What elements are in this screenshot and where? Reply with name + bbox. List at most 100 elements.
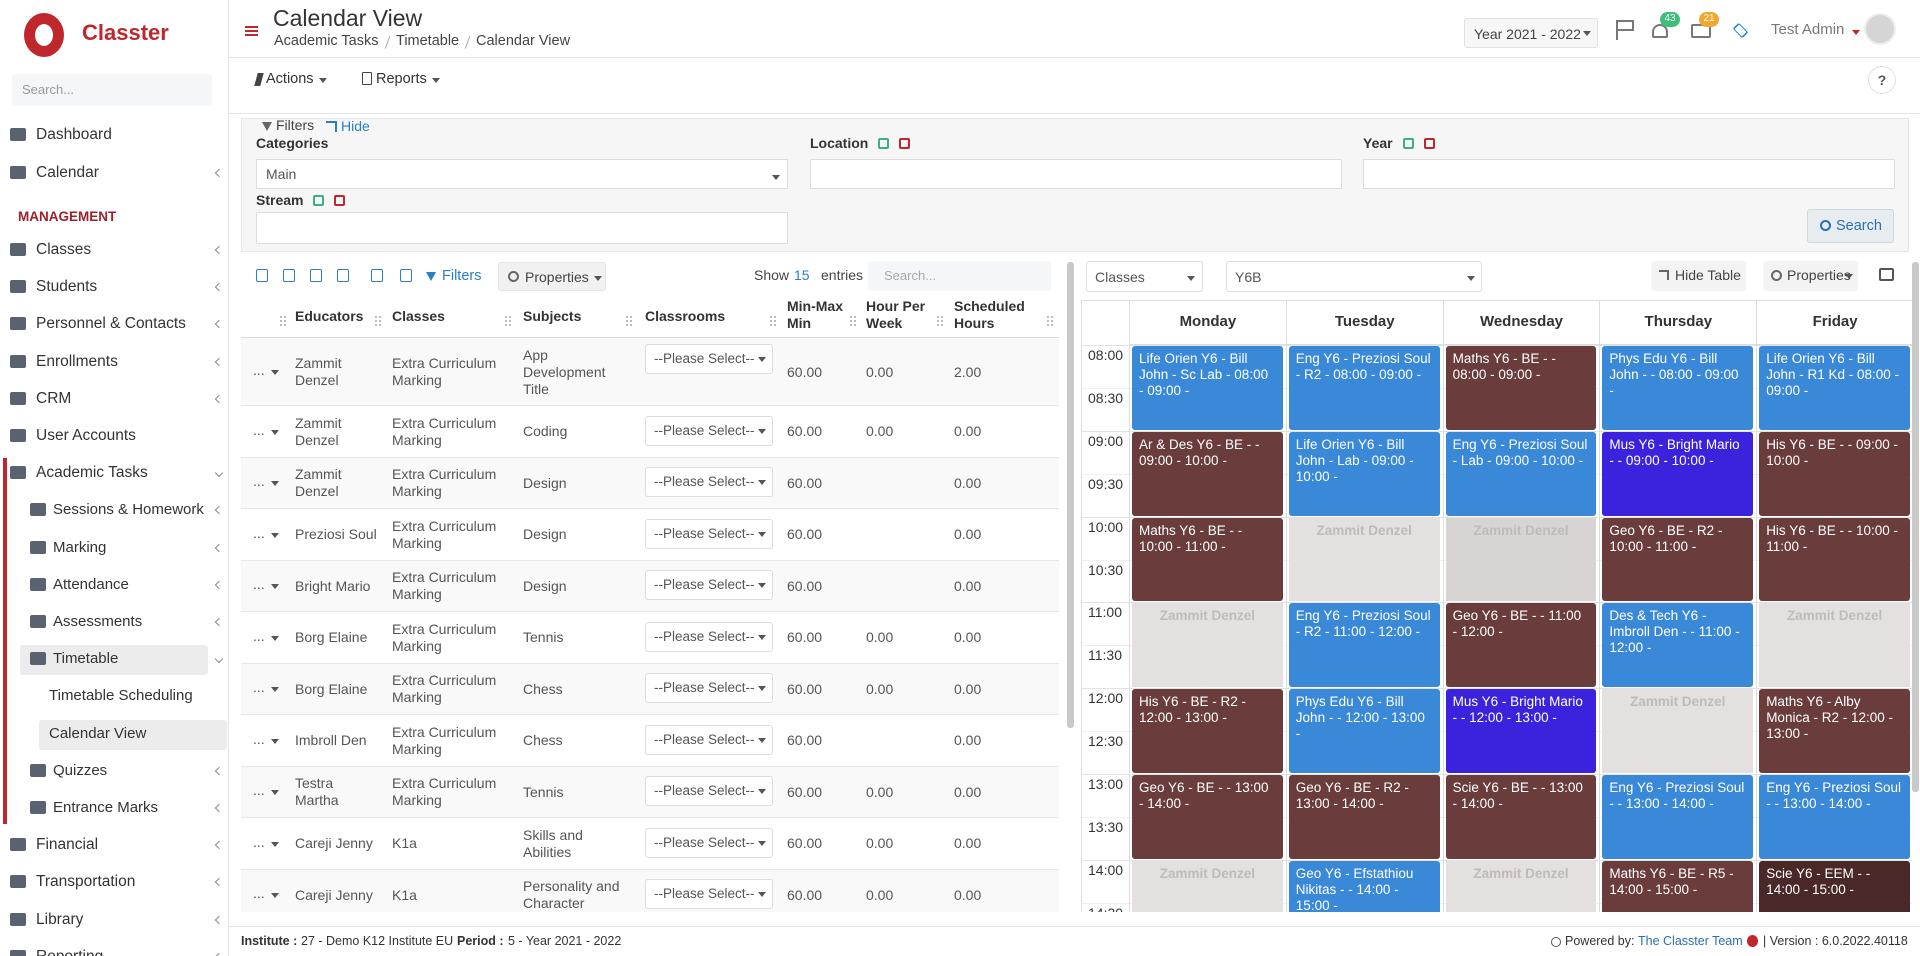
breadcrumb-item[interactable]: Calendar View bbox=[476, 33, 571, 49]
menu-item[interactable]: Assessments bbox=[53, 613, 143, 630]
calendar-event[interactable]: Mus Y6 - Bright Mario - - 09:00 - 10:00 … bbox=[1602, 431, 1754, 516]
table-tool-icon[interactable] bbox=[256, 269, 268, 282]
classroom-select[interactable]: --Please Select-- bbox=[645, 415, 773, 446]
hide-table-button[interactable]: Hide Table bbox=[1651, 261, 1746, 291]
menu-item[interactable]: Personnel & Contacts bbox=[36, 315, 186, 333]
calendar-event[interactable]: Maths Y6 - Alby Monica - R2 - 12:00 - 13… bbox=[1759, 689, 1910, 773]
clear-toggle[interactable] bbox=[334, 195, 345, 206]
clear-toggle[interactable] bbox=[1424, 138, 1435, 149]
calendar-event[interactable]: Mus Y6 - Bright Mario - - 12:00 - 13:00 … bbox=[1445, 689, 1597, 773]
calendar-event[interactable]: His Y6 - BE - - 10:00 - 11:00 - bbox=[1759, 517, 1910, 602]
calendar-event[interactable]: Geo Y6 - BE - R2 - 13:00 - 14:00 - bbox=[1288, 775, 1440, 859]
calendar-event[interactable]: Phys Edu Y6 - Bill John - - 08:00 - 09:0… bbox=[1602, 346, 1754, 430]
classroom-select[interactable]: --Please Select-- bbox=[645, 518, 773, 549]
row-action[interactable]: ... bbox=[253, 362, 279, 378]
row-action[interactable]: ... bbox=[253, 628, 279, 644]
menu-item[interactable]: Dashboard bbox=[36, 126, 112, 143]
calendar-event[interactable]: Scie Y6 - BE - - 13:00 - 14:00 - bbox=[1445, 775, 1597, 859]
calendar-event[interactable]: Life Orien Y6 - Bill John - R1 Kd - 08:0… bbox=[1759, 346, 1910, 430]
calendar-event[interactable]: Maths Y6 - BE - - 10:00 - 11:00 - bbox=[1132, 517, 1283, 602]
select-all-toggle[interactable] bbox=[1403, 138, 1414, 149]
location-input[interactable] bbox=[810, 159, 1342, 189]
menu-item[interactable]: Financial bbox=[36, 836, 99, 854]
row-action[interactable]: ... bbox=[253, 422, 279, 438]
classroom-select[interactable]: --Please Select-- bbox=[645, 344, 773, 374]
classroom-select[interactable]: --Please Select-- bbox=[645, 673, 773, 704]
print-button[interactable] bbox=[1879, 268, 1894, 281]
actions-button[interactable]: Actions bbox=[266, 71, 327, 87]
row-action[interactable]: ... bbox=[253, 782, 279, 798]
menu-item[interactable]: Entrance Marks bbox=[53, 799, 159, 816]
calendar-event[interactable]: Geo Y6 - BE - - 11:00 - 12:00 - bbox=[1445, 603, 1597, 688]
table-tool-icon[interactable] bbox=[337, 269, 349, 282]
calendar-properties[interactable]: Properties bbox=[1763, 261, 1858, 291]
year-input[interactable] bbox=[1363, 159, 1895, 189]
calendar-event[interactable]: Geo Y6 - BE - - 13:00 - 14:00 - bbox=[1132, 775, 1283, 859]
menu-item[interactable]: Academic Tasks bbox=[36, 464, 148, 482]
column-header[interactable]: Scheduled Hours bbox=[954, 298, 1025, 331]
calendar-event[interactable]: Scie Y6 - EEM - - 14:00 - 15:00 - bbox=[1759, 860, 1910, 912]
calendar-group-select[interactable]: Classes bbox=[1086, 261, 1203, 292]
row-action[interactable]: ... bbox=[253, 731, 279, 747]
menu-item[interactable]: Reporting bbox=[36, 948, 103, 956]
stream-input[interactable] bbox=[256, 212, 788, 244]
calendar-event[interactable]: Geo Y6 - BE - R2 - 10:00 - 11:00 - bbox=[1602, 517, 1754, 602]
calendar-event[interactable]: Eng Y6 - Preziosi Soul - Lab - 09:00 - 1… bbox=[1445, 431, 1597, 516]
row-action[interactable]: ... bbox=[253, 885, 279, 901]
table-filters[interactable]: Filters bbox=[442, 268, 482, 284]
menu-item[interactable]: Library bbox=[36, 910, 84, 928]
calendar-event[interactable]: Geo Y6 - Efstathiou Nikitas - - 14:00 - … bbox=[1288, 860, 1440, 912]
menu-item[interactable]: Calendar bbox=[36, 164, 99, 181]
breadcrumb-item[interactable]: Timetable bbox=[396, 33, 460, 49]
footer-link[interactable]: The Classter Team bbox=[1638, 934, 1743, 948]
hide-link[interactable]: Hide bbox=[341, 118, 370, 134]
select-all-toggle[interactable] bbox=[878, 138, 889, 149]
column-header[interactable]: Educators bbox=[295, 308, 364, 324]
menu-item[interactable]: Classes bbox=[36, 241, 92, 258]
table-tool-icon[interactable] bbox=[371, 269, 383, 282]
table-tool-icon[interactable] bbox=[283, 269, 295, 282]
year-select[interactable]: Year 2021 - 2022 bbox=[1464, 18, 1598, 48]
calendar-event[interactable]: Maths Y6 - BE - - 08:00 - 09:00 - bbox=[1445, 346, 1597, 430]
classroom-select[interactable]: --Please Select-- bbox=[645, 467, 773, 498]
menu-item[interactable]: User Accounts bbox=[36, 427, 136, 444]
menu-item[interactable]: Enrollments bbox=[36, 352, 118, 370]
menu-item[interactable]: Transportation bbox=[36, 873, 136, 891]
row-action[interactable]: ... bbox=[253, 525, 279, 541]
calendar-class-select[interactable]: Y6B bbox=[1226, 261, 1482, 292]
notifications-badge[interactable]: 43 bbox=[1660, 12, 1680, 27]
categories-select[interactable]: Main bbox=[256, 159, 788, 189]
row-action[interactable]: ... bbox=[253, 576, 279, 592]
classroom-select[interactable]: --Please Select-- bbox=[645, 776, 773, 807]
calendar-event[interactable]: Ar & Des Y6 - BE - - 09:00 - 10:00 - bbox=[1132, 431, 1283, 516]
sidebar-search[interactable]: Search... bbox=[12, 74, 212, 106]
row-action[interactable]: ... bbox=[253, 834, 279, 850]
classroom-select[interactable]: --Please Select-- bbox=[645, 724, 773, 755]
menu-item[interactable]: CRM bbox=[36, 389, 72, 407]
calendar-event[interactable]: Life Orien Y6 - Bill John - Lab - 09:00 … bbox=[1288, 431, 1440, 516]
table-tool-icon[interactable] bbox=[400, 269, 412, 282]
calendar-event[interactable]: His Y6 - BE - R2 - 12:00 - 13:00 - bbox=[1132, 689, 1283, 773]
table-search[interactable]: Search... bbox=[868, 261, 1051, 291]
breadcrumb-item[interactable]: Academic Tasks bbox=[274, 33, 379, 49]
table-tool-icon[interactable] bbox=[310, 269, 322, 282]
calendar-event[interactable]: Phys Edu Y6 - Bill John - - 12:00 - 13:0… bbox=[1288, 689, 1440, 773]
menu-item[interactable]: Timetable bbox=[53, 650, 119, 668]
calendar-event[interactable]: Eng Y6 - Preziosi Soul - R2 - 08:00 - 09… bbox=[1288, 346, 1440, 430]
reports-button[interactable]: Reports bbox=[376, 71, 440, 87]
calendar-event[interactable]: Eng Y6 - Preziosi Soul - - 13:00 - 14:00… bbox=[1759, 775, 1910, 859]
table-properties[interactable]: Properties bbox=[498, 262, 606, 291]
menu-item[interactable]: Quizzes bbox=[53, 761, 108, 779]
column-header[interactable]: Classes bbox=[392, 308, 445, 324]
calendar-event[interactable]: Maths Y6 - BE - R5 - 14:00 - 15:00 - bbox=[1602, 860, 1754, 912]
user-name[interactable]: Test Admin bbox=[1771, 21, 1845, 38]
avatar[interactable] bbox=[1864, 13, 1896, 45]
calendar-event[interactable]: Eng Y6 - Preziosi Soul - - 13:00 - 14:00… bbox=[1602, 775, 1754, 859]
menu-item[interactable]: Marking bbox=[53, 538, 107, 556]
menu-item[interactable]: Calendar View bbox=[49, 724, 147, 742]
calendar-event[interactable]: Eng Y6 - Preziosi Soul - R2 - 11:00 - 12… bbox=[1288, 603, 1440, 688]
classroom-select[interactable]: --Please Select-- bbox=[645, 879, 773, 910]
select-all-toggle[interactable] bbox=[313, 195, 324, 206]
row-action[interactable]: ... bbox=[253, 473, 279, 489]
messages-badge[interactable]: 21 bbox=[1699, 12, 1719, 27]
